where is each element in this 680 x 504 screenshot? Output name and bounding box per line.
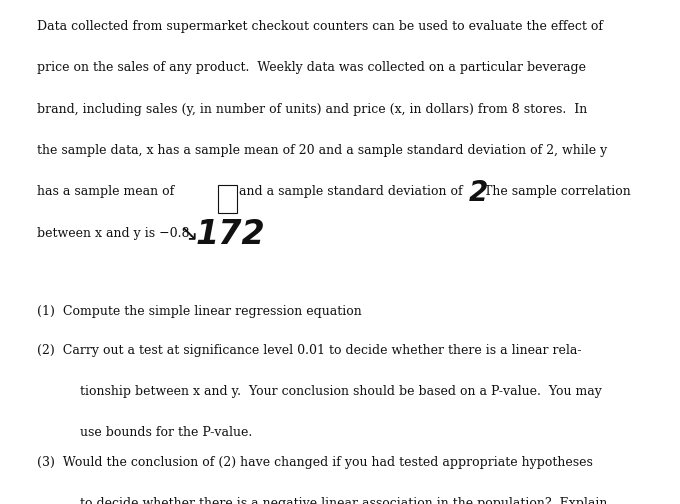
Text: (2)  Carry out a test at significance level 0.01 to decide whether there is a li: (2) Carry out a test at significance lev… <box>37 344 582 357</box>
Text: and a sample standard deviation of: and a sample standard deviation of <box>239 185 463 199</box>
Text: 2: 2 <box>469 179 488 207</box>
Text: to decide whether there is a negative linear association in the population?  Exp: to decide whether there is a negative li… <box>80 497 611 504</box>
Text: the sample data, x has a sample mean of 20 and a sample standard deviation of 2,: the sample data, x has a sample mean of … <box>37 144 608 157</box>
Text: tionship between x and y.  Your conclusion should be based on a P-value.  You ma: tionship between x and y. Your conclusio… <box>80 385 602 398</box>
Text: (1)  Compute the simple linear regression equation: (1) Compute the simple linear regression… <box>37 305 362 318</box>
Text: use bounds for the P-value.: use bounds for the P-value. <box>80 426 252 439</box>
Text: has a sample mean of: has a sample mean of <box>37 185 175 199</box>
Text: (3)  Would the conclusion of (2) have changed if you had tested appropriate hypo: (3) Would the conclusion of (2) have cha… <box>37 456 593 469</box>
Text: The sample correlation: The sample correlation <box>484 185 631 199</box>
Bar <box>218 185 237 213</box>
Text: 172: 172 <box>196 218 266 250</box>
Text: price on the sales of any product.  Weekly data was collected on a particular be: price on the sales of any product. Weekl… <box>37 61 586 75</box>
Text: between x and y is −0.8.: between x and y is −0.8. <box>37 227 194 240</box>
Text: Data collected from supermarket checkout counters can be used to evaluate the ef: Data collected from supermarket checkout… <box>37 20 603 33</box>
Text: ↘: ↘ <box>180 224 199 244</box>
Text: brand, including sales (y, in number of units) and price (x, in dollars) from 8 : brand, including sales (y, in number of … <box>37 103 588 116</box>
